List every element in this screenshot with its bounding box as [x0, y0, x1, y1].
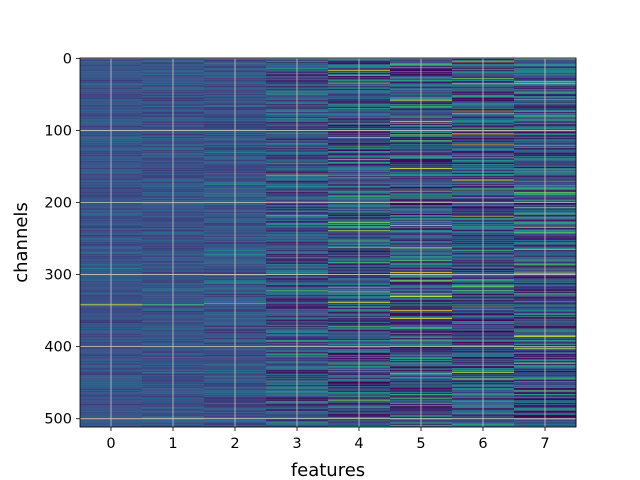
y-tick-label: 100 [44, 123, 72, 139]
x-tick-label: 2 [230, 436, 239, 452]
x-tick-label: 3 [292, 436, 301, 452]
y-tick-label: 300 [44, 268, 72, 284]
y-tick-label: 200 [44, 196, 72, 212]
x-axis-label: features [291, 460, 365, 480]
x-tick-label: 4 [354, 436, 363, 452]
y-tick-label: 500 [44, 412, 72, 428]
plot-frame [79, 57, 577, 428]
y-tick-label: 0 [63, 51, 72, 67]
x-tick-label: 1 [168, 436, 177, 452]
y-axis-ticks: 0 100 200 300 400 500 [44, 51, 80, 428]
x-tick-label: 5 [416, 436, 425, 452]
x-tick-label: 0 [106, 436, 115, 452]
x-tick-label: 6 [478, 436, 487, 452]
x-axis-ticks: 0 1 2 3 4 5 6 7 [106, 427, 550, 452]
y-axis-label: channels [11, 202, 32, 283]
grid-lines [80, 57, 576, 427]
x-tick-label: 7 [540, 436, 549, 452]
heatmap-cells [80, 58, 577, 428]
y-tick-label: 400 [44, 340, 72, 356]
